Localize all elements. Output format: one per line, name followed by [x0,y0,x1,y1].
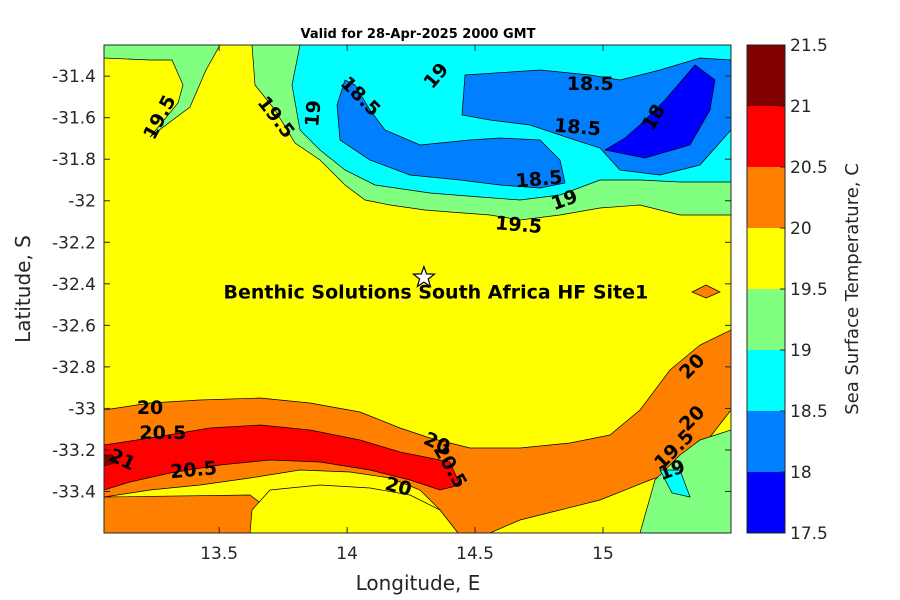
colorbar-tick-label: 20 [790,219,812,239]
contour-field [104,45,731,533]
x-tick-label: 14 [336,544,358,564]
region-19-19.5-left [104,45,221,138]
y-tick-label: -32 [68,192,96,212]
colorbar-tick-label: 19.5 [790,280,828,300]
colorbar-tick-label: 21 [790,97,812,117]
contour-label: 20.5 [139,422,186,444]
site-label: Benthic Solutions South Africa HF Site1 [224,282,649,304]
colorbar-swatch [747,106,785,167]
y-tick-label: -32.2 [52,233,96,253]
y-tick-label: -33.4 [52,482,96,502]
colorbar-swatch [747,350,785,411]
y-tick-label: -33.2 [52,441,96,461]
region-19.5-20-bottom [249,484,459,533]
y-axis-ticks: -31.4 -31.6 -31.8 -32 -32.2 -32.4 -32.6 -32.8 -3… [52,67,731,502]
colorbar-swatch [747,472,785,533]
colorbar-tick-label: 18 [790,463,812,483]
y-tick-label: -33 [68,399,96,419]
plot-frame [103,44,732,534]
colorbar-tick-label: 18.5 [790,402,828,422]
y-tick-label: -31.6 [52,109,96,129]
contour-label: 18.5 [553,115,602,141]
x-tick-label: 13.5 [200,544,238,564]
contour-label: 19.5 [494,212,543,238]
y-axis-label: Latitude, S [11,235,35,343]
colorbar-swatch [747,411,785,472]
colorbar-label: Sea Surface Temperature, C [842,163,863,415]
contour-label: 20 [137,397,163,419]
contour-label: 20.5 [169,457,218,483]
x-axis-label: Longitude, E [356,571,481,595]
contour-label: 19 [301,99,325,127]
y-tick-label: -32.6 [52,316,96,336]
region-18.5-19-southeast [659,469,691,498]
region-17.5-18 [604,64,716,159]
region-20.5-21 [104,424,461,491]
region-18-18.5-left [336,79,566,189]
colorbar-ticks: 17.5 18 18.5 19 19.5 20 20.5 21 21.5 [780,36,828,544]
x-axis-ticks: 13.5 14 14.5 15 [200,45,614,564]
colorbar-tick-label: 19 [790,341,812,361]
x-tick-label: 14.5 [456,544,494,564]
y-tick-label: -32.8 [52,358,96,378]
colorbar [746,44,786,534]
region-21-21.5 [104,454,119,467]
colorbar-swatch [747,167,785,228]
colorbar-tick-label: 17.5 [790,524,828,544]
colorbar-swatch [747,289,785,350]
contour-label: 18.5 [515,166,564,192]
region-20-20.5-east [691,284,721,299]
site-star-marker [411,264,437,288]
y-tick-label: -31.4 [52,67,96,87]
colorbar-swatch [747,45,785,106]
colorbar-tick-label: 21.5 [790,36,828,56]
y-tick-label: -31.8 [52,150,96,170]
y-tick-label: -32.4 [52,275,96,295]
contour-label: 18.5 [567,73,614,95]
colorbar-swatch [747,228,785,289]
chart-title: Valid for 28-Apr-2025 2000 GMT [301,27,536,42]
x-tick-label: 15 [592,544,614,564]
region-19-19.5-southeast [639,429,731,533]
colorbar-tick-label: 20.5 [790,158,828,178]
